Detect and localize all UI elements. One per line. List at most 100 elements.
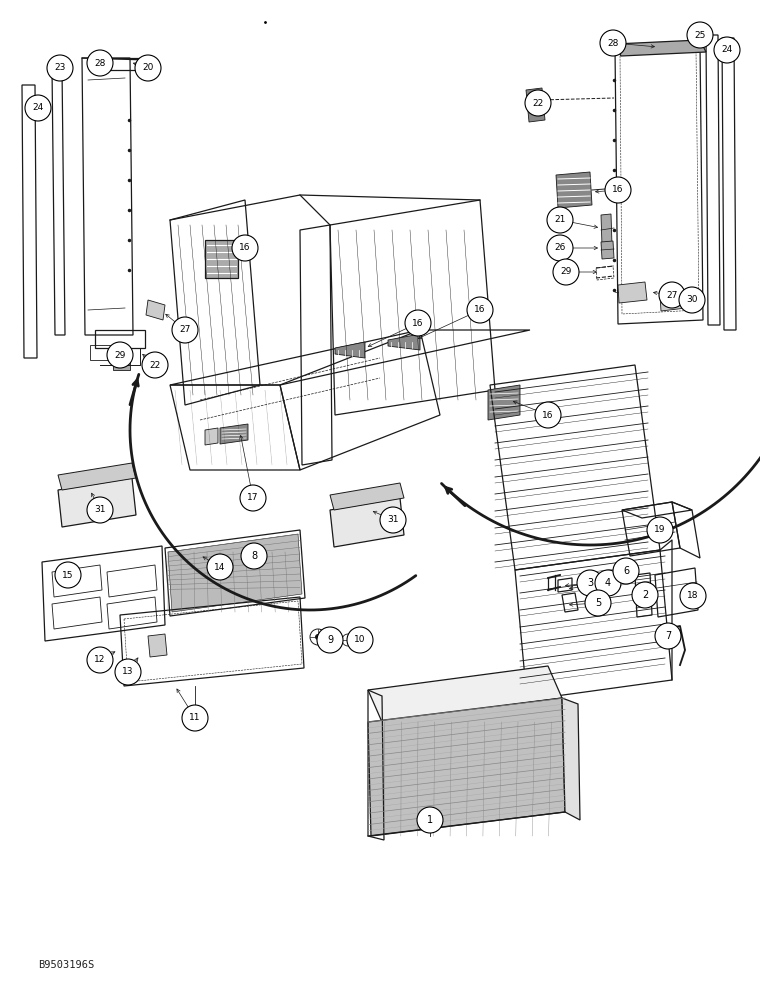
Circle shape: [207, 554, 233, 580]
Polygon shape: [335, 342, 365, 358]
Circle shape: [315, 634, 321, 640]
Circle shape: [714, 37, 740, 63]
Text: 16: 16: [474, 306, 486, 314]
Text: 1: 1: [427, 815, 433, 825]
Circle shape: [172, 317, 198, 343]
Text: B9503196S: B9503196S: [38, 960, 94, 970]
Circle shape: [553, 259, 579, 285]
Text: 26: 26: [554, 243, 565, 252]
Circle shape: [115, 659, 141, 685]
Circle shape: [87, 647, 113, 673]
Text: 19: 19: [654, 526, 666, 534]
Circle shape: [680, 583, 706, 609]
Text: 13: 13: [122, 668, 134, 676]
Circle shape: [547, 235, 573, 261]
Text: 22: 22: [150, 360, 160, 369]
Polygon shape: [368, 698, 565, 836]
Polygon shape: [146, 300, 165, 320]
Polygon shape: [368, 666, 562, 722]
Circle shape: [679, 287, 705, 313]
Text: 28: 28: [607, 38, 619, 47]
Text: 11: 11: [189, 714, 201, 722]
Text: 21: 21: [554, 216, 565, 225]
Circle shape: [655, 623, 681, 649]
Circle shape: [467, 297, 493, 323]
Text: 15: 15: [62, 570, 74, 580]
Circle shape: [417, 807, 443, 833]
Polygon shape: [205, 428, 218, 445]
Polygon shape: [601, 241, 614, 259]
Text: 29: 29: [560, 267, 572, 276]
Circle shape: [577, 570, 603, 596]
Text: 9: 9: [327, 635, 333, 645]
Polygon shape: [113, 358, 130, 370]
Circle shape: [25, 95, 51, 121]
Text: 16: 16: [412, 318, 424, 328]
Circle shape: [405, 310, 431, 336]
Polygon shape: [220, 424, 248, 444]
Circle shape: [659, 282, 685, 308]
Text: 7: 7: [665, 631, 671, 641]
Polygon shape: [58, 478, 136, 527]
Text: 27: 27: [667, 290, 678, 300]
Text: 3: 3: [587, 578, 593, 588]
Polygon shape: [556, 172, 592, 208]
Circle shape: [232, 235, 258, 261]
Circle shape: [55, 562, 81, 588]
Text: 25: 25: [695, 30, 706, 39]
Polygon shape: [562, 698, 580, 820]
Polygon shape: [58, 463, 136, 490]
Circle shape: [525, 90, 551, 116]
Text: 24: 24: [721, 45, 733, 54]
Polygon shape: [168, 534, 302, 612]
Text: 22: 22: [532, 99, 543, 107]
Polygon shape: [205, 240, 238, 278]
Text: 28: 28: [94, 58, 106, 68]
Circle shape: [240, 485, 266, 511]
Text: 16: 16: [613, 186, 624, 194]
Text: 27: 27: [179, 326, 191, 334]
Polygon shape: [618, 282, 647, 303]
Circle shape: [142, 352, 168, 378]
Text: 5: 5: [595, 598, 601, 608]
Circle shape: [687, 22, 713, 48]
Text: 20: 20: [142, 64, 154, 73]
Circle shape: [87, 497, 113, 523]
Circle shape: [613, 558, 639, 584]
Polygon shape: [488, 385, 520, 420]
Text: 24: 24: [33, 104, 43, 112]
Circle shape: [317, 627, 343, 653]
Text: 30: 30: [686, 296, 698, 304]
Circle shape: [47, 55, 73, 81]
Text: 10: 10: [354, 636, 366, 645]
Polygon shape: [330, 498, 404, 547]
Circle shape: [347, 627, 373, 653]
Polygon shape: [148, 634, 167, 657]
Text: 6: 6: [623, 566, 629, 576]
Circle shape: [380, 507, 406, 533]
Polygon shape: [330, 483, 404, 510]
Text: 4: 4: [605, 578, 611, 588]
Circle shape: [600, 30, 626, 56]
Polygon shape: [660, 292, 686, 311]
Text: 23: 23: [54, 64, 65, 73]
Text: 31: 31: [388, 516, 399, 524]
Circle shape: [647, 517, 673, 543]
Circle shape: [107, 342, 133, 368]
Text: 31: 31: [94, 506, 106, 514]
Circle shape: [632, 582, 658, 608]
Text: 12: 12: [94, 656, 106, 664]
Circle shape: [585, 590, 611, 616]
Text: 16: 16: [239, 243, 251, 252]
Circle shape: [182, 705, 208, 731]
Circle shape: [241, 543, 267, 569]
Circle shape: [547, 207, 573, 233]
Polygon shape: [526, 88, 545, 122]
Circle shape: [135, 55, 161, 81]
Text: 2: 2: [642, 590, 648, 600]
Text: 29: 29: [114, 351, 125, 360]
Text: 18: 18: [687, 591, 698, 600]
Text: 17: 17: [247, 493, 258, 502]
Polygon shape: [601, 214, 612, 246]
Circle shape: [87, 50, 113, 76]
